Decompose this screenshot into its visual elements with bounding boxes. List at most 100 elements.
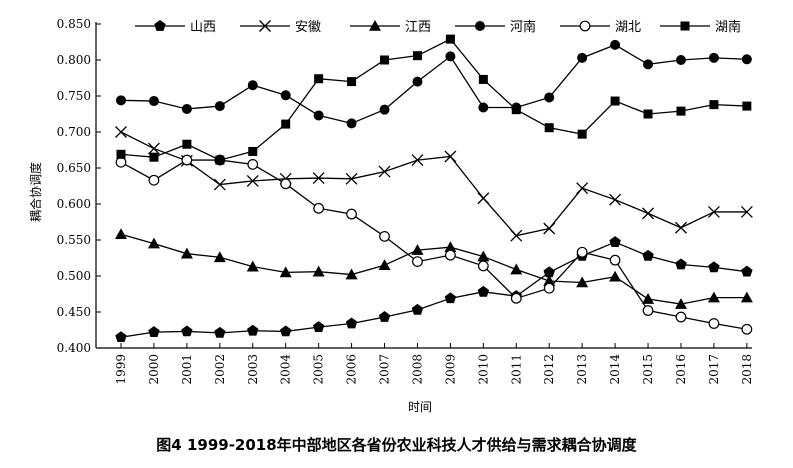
data-point [181,103,192,114]
data-point [444,292,457,304]
data-point [182,139,192,149]
data-point [511,105,521,115]
data-point [214,101,225,112]
data-point [313,202,325,214]
legend-label: 湖北 [615,20,641,35]
data-point [643,109,653,119]
data-point [642,305,654,316]
data-point [116,149,126,159]
data-point [445,51,456,62]
data-point [379,230,390,242]
data-point [741,323,753,335]
y-axis-title: 耦合协调度 [28,162,43,222]
data-point [312,172,325,185]
data-point [148,96,159,107]
x-tick-label: 2017 [707,354,721,385]
data-point [411,244,424,255]
series-2 [115,126,753,242]
data-point [675,221,687,234]
data-point [213,178,226,191]
x-tick-label: 2001 [180,354,194,385]
x-axis-title: 时间 [408,400,432,414]
data-point [510,229,523,242]
y-tick-label: 0.400 [57,341,91,355]
data-point [643,59,654,70]
data-point [213,251,226,263]
y-tick-label: 0.850 [57,17,91,31]
line-chart: 山西 安徽 江西 河南 湖北 湖南 0.4000.4500.5000.5500.6000.… [28,17,754,414]
axes: 0.400 0.450 0.500 0.550 0.600 0.650 0.700 0.750… [57,17,754,385]
data-point [279,325,292,337]
data-point [115,228,127,240]
data-point [709,100,719,110]
y-tick-label: 0.700 [57,125,91,139]
data-point [444,241,457,252]
data-point [149,152,159,162]
data-point [147,142,160,155]
y-tick-label: 0.550 [57,233,91,247]
data-point [610,96,620,106]
data-point [675,258,687,270]
data-point [412,51,422,61]
data-point [576,276,589,288]
y-tick-label: 0.450 [57,305,91,319]
data-point [346,118,357,129]
data-point [411,154,424,167]
data-point [544,92,555,103]
data-point [378,165,391,178]
y-tick-label: 0.800 [57,53,91,67]
x-tick-label: 2010 [476,354,490,385]
data-point [708,52,719,63]
x-tick-label: 2008 [410,354,424,385]
data-point [674,298,687,309]
data-point [707,205,720,218]
legend-label: 山西 [190,20,216,35]
data-point [280,178,292,190]
data-point [543,282,555,294]
series-layer [115,34,753,343]
data-point [477,192,490,205]
y-tick-label: 0.650 [57,161,91,175]
legend-item: 河南 [455,19,536,35]
data-point [740,205,753,218]
legend-marker [369,20,381,31]
data-point [313,110,324,121]
data-point [279,266,292,278]
legend-item: 江西 [350,20,431,35]
data-point [707,291,720,303]
data-point [246,260,259,272]
data-point [477,285,490,297]
data-point [345,317,358,329]
data-point [180,247,193,259]
data-point [510,292,522,304]
legend-item: 山西 [135,20,216,35]
data-point [247,158,259,170]
data-point [181,325,193,337]
series-4 [116,39,752,129]
series-line [120,44,747,125]
data-point [610,39,621,50]
legend-item: 湖南 [660,19,741,35]
data-point [347,77,357,87]
y-tick-label: 0.600 [57,197,91,211]
data-point [379,104,390,115]
data-point [609,193,622,206]
data-point [675,55,686,65]
data-point [215,155,225,165]
data-point [444,150,457,163]
legend: 山西 安徽 江西 河南 湖北 湖南 [135,19,741,35]
data-point [147,237,160,249]
data-point [576,182,589,195]
data-point [477,260,489,272]
data-point [312,321,325,332]
data-point [642,249,654,261]
data-point [380,55,390,65]
data-point [577,52,588,63]
data-point [576,246,588,258]
legend-item: 安徽 [240,20,321,35]
data-point [740,291,753,303]
data-point [378,259,391,270]
data-point [115,126,127,138]
data-point [609,270,622,282]
y-tick-label: 0.750 [57,89,91,103]
